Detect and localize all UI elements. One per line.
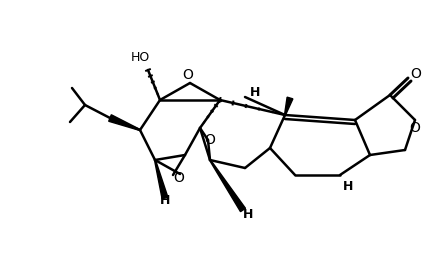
- Polygon shape: [209, 160, 245, 212]
- Text: O: O: [410, 67, 421, 81]
- Text: H: H: [342, 181, 352, 194]
- Polygon shape: [154, 160, 168, 199]
- Text: HO: HO: [130, 50, 149, 64]
- Text: H: H: [242, 209, 253, 221]
- Text: O: O: [182, 68, 193, 82]
- Polygon shape: [284, 97, 292, 115]
- Polygon shape: [108, 115, 140, 130]
- Text: H: H: [249, 86, 260, 98]
- Text: O: O: [173, 171, 184, 185]
- Text: O: O: [409, 121, 420, 135]
- Text: H: H: [159, 194, 170, 206]
- Text: O: O: [204, 133, 215, 147]
